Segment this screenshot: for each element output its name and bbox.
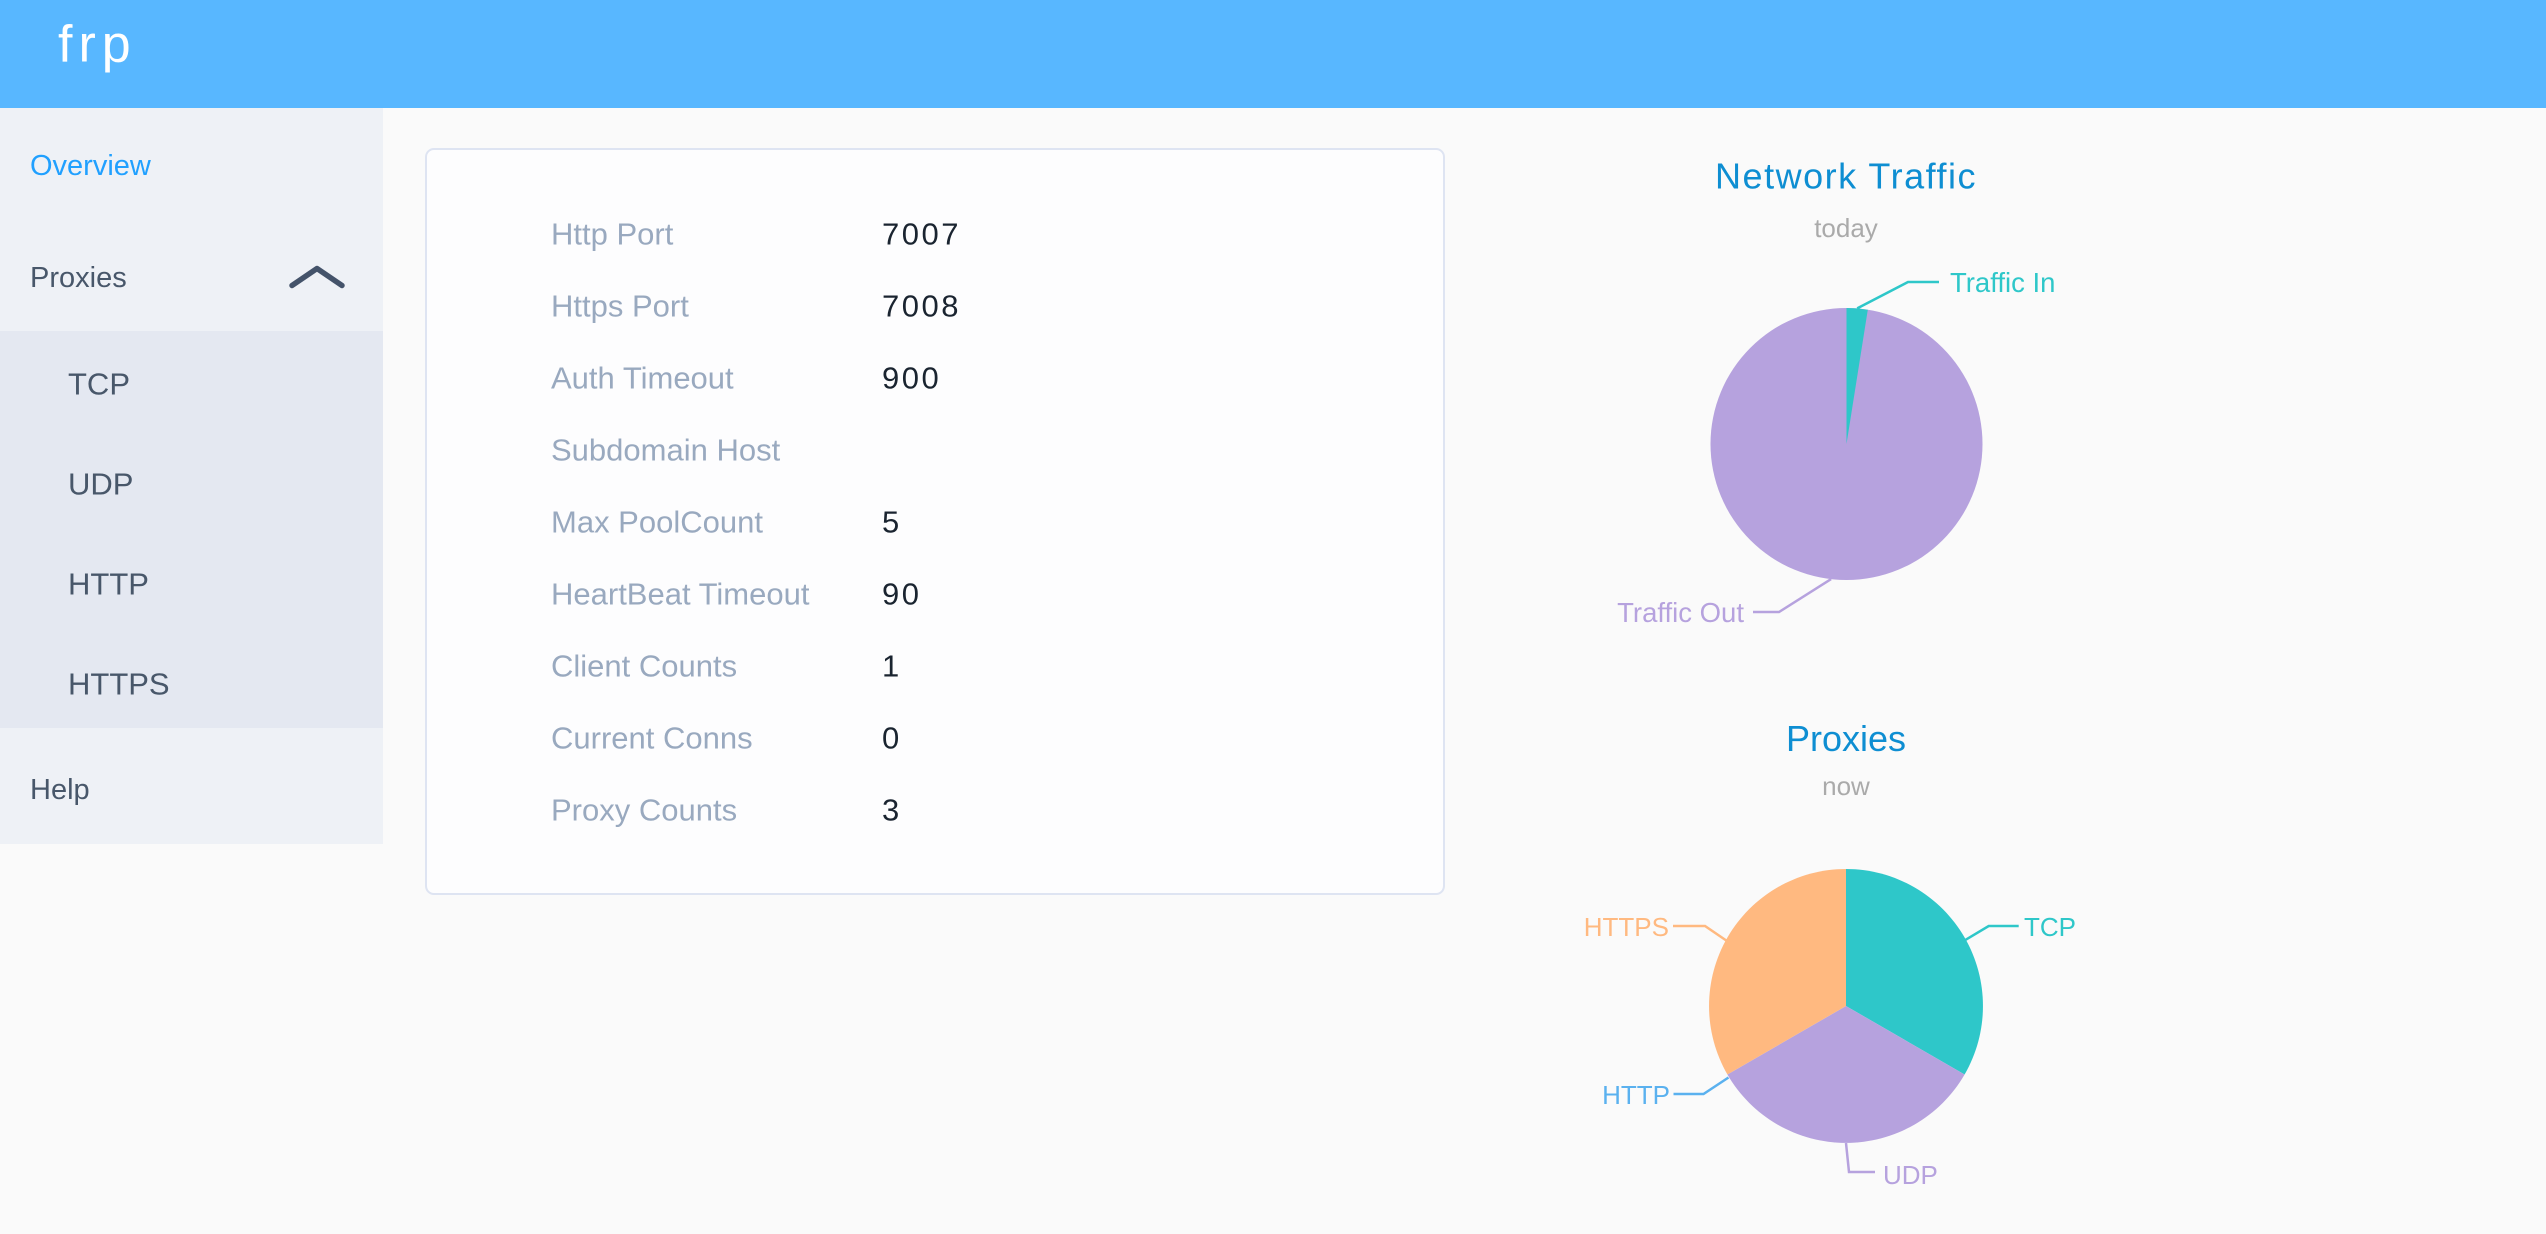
svg-text:7007: 7007 (882, 217, 961, 252)
svg-text:HTTPS: HTTPS (1584, 912, 1669, 942)
svg-text:Client Counts: Client Counts (551, 649, 737, 684)
svg-text:TCP: TCP (2024, 912, 2076, 942)
svg-text:0: 0 (882, 721, 902, 756)
svg-text:HTTP: HTTP (1602, 1080, 1670, 1110)
svg-text:3: 3 (882, 793, 902, 828)
svg-text:5: 5 (882, 505, 902, 540)
svg-text:Proxies: Proxies (1786, 718, 1906, 759)
svg-text:HTTP: HTTP (68, 567, 149, 602)
svg-text:Auth Timeout: Auth Timeout (551, 361, 734, 396)
svg-text:Https Port: Https Port (551, 289, 689, 324)
svg-text:7008: 7008 (882, 289, 961, 324)
svg-text:Proxies: Proxies (30, 262, 127, 294)
svg-text:HeartBeat Timeout: HeartBeat Timeout (551, 577, 810, 612)
svg-text:now: now (1822, 771, 1870, 801)
svg-text:Max PoolCount: Max PoolCount (551, 505, 763, 540)
svg-text:Subdomain Host: Subdomain Host (551, 433, 781, 468)
svg-text:Http Port: Http Port (551, 217, 674, 252)
svg-text:today: today (1814, 213, 1878, 243)
svg-text:HTTPS: HTTPS (68, 667, 170, 702)
svg-text:Help: Help (30, 774, 90, 806)
svg-text:1: 1 (882, 649, 902, 684)
svg-text:frp: frp (58, 16, 137, 74)
svg-text:900: 900 (882, 361, 941, 396)
svg-text:TCP: TCP (68, 367, 130, 402)
svg-text:90: 90 (882, 577, 921, 612)
svg-text:Current Conns: Current Conns (551, 721, 753, 756)
svg-text:UDP: UDP (68, 467, 133, 502)
svg-text:Network Traffic: Network Traffic (1715, 156, 1977, 197)
svg-text:Proxy Counts: Proxy Counts (551, 793, 737, 828)
svg-text:UDP: UDP (1883, 1160, 1938, 1190)
svg-text:Traffic In: Traffic In (1950, 267, 2055, 298)
svg-text:Traffic Out: Traffic Out (1617, 597, 1744, 628)
svg-text:Overview: Overview (30, 150, 152, 182)
